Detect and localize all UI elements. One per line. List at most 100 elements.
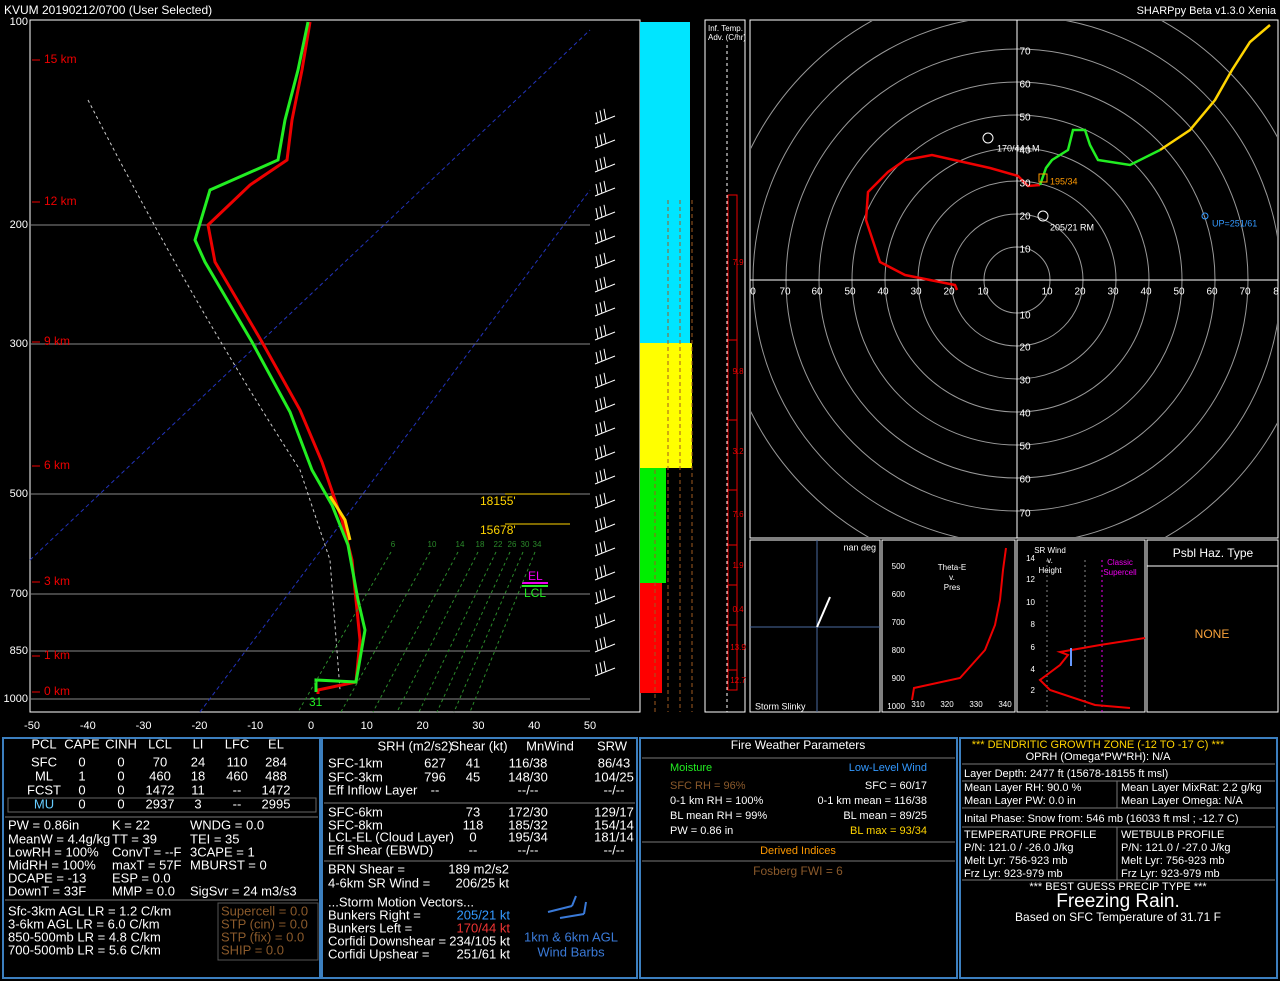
fire-panel <box>639 737 958 979</box>
guess-title: *** BEST GUESS PRECIP TYPE *** <box>1029 881 1207 893</box>
barb-flag <box>595 543 599 556</box>
kin-label: SFC-6km <box>328 804 383 819</box>
barb-flag <box>595 111 599 124</box>
barb-flag <box>603 372 607 384</box>
mixing-line <box>297 551 392 713</box>
supercell-label: Classic <box>1107 558 1133 567</box>
moisture-title: Moisture <box>670 762 712 774</box>
thermo-header: CAPE <box>64 736 100 751</box>
kin-cell: 172/30 <box>508 804 548 819</box>
advection-frame <box>704 19 746 713</box>
barb-flag <box>599 254 603 266</box>
agl-barbs <box>547 895 587 919</box>
barb-flag <box>603 612 607 624</box>
pressure-label: 200 <box>10 219 28 231</box>
barb <box>559 913 585 919</box>
mixing-line <box>436 551 511 713</box>
fire-left: SFC RH = 96% <box>670 780 746 792</box>
index: MMP = 0.0 <box>112 883 175 898</box>
severe-index: Supercell = 0.0 <box>221 903 308 918</box>
temperature-label: 30 <box>472 720 484 732</box>
advection-title: Adv. (C/hr) <box>708 33 746 42</box>
wetbulb-profile: Melt Lyr: 756-923 mb <box>1121 855 1225 867</box>
hodo-x-label: 70 <box>779 287 791 298</box>
kin-cell: 104/25 <box>594 769 634 784</box>
precip-band-liquid <box>640 468 666 583</box>
hodo-y-label: 40 <box>1019 409 1031 420</box>
pressure-label: 100 <box>10 16 28 28</box>
barb-flag <box>595 423 599 436</box>
el-label: EL <box>528 569 543 583</box>
theta-e-y-label: 500 <box>892 562 906 571</box>
guess-basis: Based on SFC Temperature of 31.71 F <box>1015 910 1221 924</box>
thermo-cell: 0 <box>78 754 85 769</box>
index: K = 22 <box>112 817 150 832</box>
dgz-bottom: 15678' <box>480 523 516 537</box>
index: PW = 0.86in <box>8 817 79 832</box>
height-label: 3 km <box>44 574 70 588</box>
sr-y-label: 2 <box>1031 686 1036 695</box>
thermo-cell: ML <box>35 768 53 783</box>
left-mover-marker <box>982 132 994 144</box>
barb-flag <box>603 204 607 216</box>
temp-profile: Melt Lyr: 756-923 mb <box>964 855 1068 867</box>
hodo-y-label: 20 <box>1019 343 1031 354</box>
kin-header: SRH (m2/s2) <box>377 738 452 753</box>
kin-cell: --/-- <box>604 842 625 857</box>
severe-index: STP (fix) = 0.0 <box>221 929 304 944</box>
barb-flag <box>599 326 603 338</box>
kin-cell: 796 <box>424 769 446 784</box>
hodo-x-label: 70 <box>1239 287 1251 298</box>
winter-left: Mean Layer RH: 90.0 % <box>964 782 1082 794</box>
barb-flag <box>603 276 607 288</box>
sr-y-label: 14 <box>1026 554 1035 563</box>
mixing-label: 14 <box>456 540 465 549</box>
lapse-rate: 3-6km AGL LR = 6.0 C/km <box>8 916 160 931</box>
kin-cell: 181/14 <box>594 829 634 844</box>
precip-band-mix <box>640 343 692 468</box>
hodo-y-label: 50 <box>1019 442 1031 453</box>
kin-param-label: BRN Shear = <box>328 861 405 876</box>
pressure-label: 300 <box>10 338 28 350</box>
temp-profile: TEMPERATURE PROFILE <box>964 829 1096 841</box>
thermo-header: PCL <box>31 736 56 751</box>
barb-flag <box>595 207 599 220</box>
barb-flag <box>599 350 603 362</box>
motion-label: Bunkers Right = <box>328 907 421 922</box>
height-label: 6 km <box>44 458 70 472</box>
winter-right: Mean Layer MixRat: 2.2 g/kg <box>1121 782 1262 794</box>
pressure-label: 700 <box>10 588 28 600</box>
barb-flag <box>595 447 599 460</box>
advection-value: 12.7 <box>730 676 746 685</box>
height-label: 1 km <box>44 648 70 662</box>
index: SigSvr = 24 m3/s3 <box>190 883 297 898</box>
thermo-cell: -- <box>233 782 242 797</box>
barb-flag <box>603 348 607 360</box>
thermo-cell: 2937 <box>146 796 175 811</box>
wind-title: Low-Level Wind <box>849 762 927 774</box>
mixing-label: 26 <box>508 540 517 549</box>
temperature-label: -10 <box>247 720 263 732</box>
hodo-x-label: 20 <box>943 287 955 298</box>
barb-flag <box>595 663 599 676</box>
barb-flag <box>595 231 599 244</box>
advection-value: 7.9 <box>732 258 744 267</box>
hodo-y-label: 20 <box>1019 212 1031 223</box>
hodo-y-label: 60 <box>1019 475 1031 486</box>
theta-e-frame <box>881 539 1016 713</box>
barb-flag <box>595 135 599 148</box>
barb-flag <box>599 182 603 194</box>
barb-flag <box>599 494 603 506</box>
hazard-title: Psbl Haz. Type <box>1173 546 1254 560</box>
barb-flag <box>603 468 607 480</box>
temperature-label: -20 <box>191 720 207 732</box>
hodo-x-label: 10 <box>1041 287 1053 298</box>
mixing-lines <box>297 551 536 713</box>
kin-cell: 116/38 <box>509 755 548 770</box>
barb-flag <box>595 183 599 196</box>
kin-cell: 73 <box>466 804 480 819</box>
hodo-x-label: 50 <box>1173 287 1185 298</box>
theta-e-title: Pres <box>944 583 960 592</box>
wind-barbs <box>594 108 616 677</box>
temperature-label: 50 <box>584 720 596 732</box>
